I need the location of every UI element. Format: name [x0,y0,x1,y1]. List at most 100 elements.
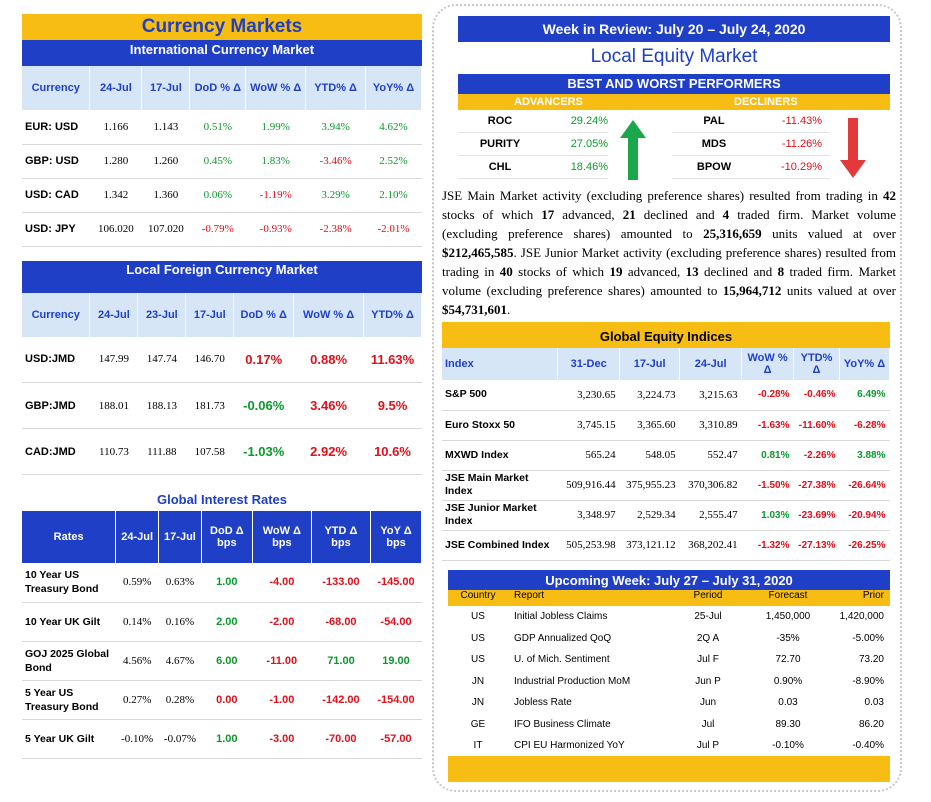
paragraph-text: advanced, [554,207,623,222]
market-activity-paragraph: JSE Main Market activity (excluding pref… [442,186,896,319]
stat-value: 25,316,659 [703,226,762,241]
table-cell: 6.00 [201,641,253,681]
table-cell: -54.00 [370,602,422,642]
paragraph-text: units valued at over [761,226,897,241]
table-row: 5 Year US Treasury Bond 0.27% 0.28% 0.00 -1.… [22,680,422,720]
table-cell: 565.24 [557,440,620,471]
table-cell: 1.00 [201,719,253,759]
table-cell: MXWD Index [442,440,558,471]
decliners-list: PAL -11.43% MDS -11.26% BPOW -10.29% [672,110,830,179]
report-period: 25-Jul [694,611,722,623]
table-cell: 2.10% [365,178,422,213]
table-cell: -26.25% [839,530,890,561]
table-cell: -1.63% [741,410,794,441]
col-header: 17-Jul [185,292,235,337]
paragraph-text: traded firm. Market volume (excluding pr… [442,264,896,298]
table-cell: 0.00 [201,680,253,720]
table-cell: -145.00 [370,563,422,603]
col-header: 24-Jul [679,348,743,380]
list-item: JN Industrial Production MoM Jun P 0.90% -8.… [448,671,890,693]
stat-value: 8 [777,264,785,279]
table-cell: -11.00 [252,641,312,681]
table-cell: -1.00 [252,680,312,720]
table-cell: -0.10% [115,719,159,759]
report-name: Industrial Production MoM [514,675,631,687]
table-cell: -23.69% [793,500,840,531]
col-header: 24-Jul [89,292,139,337]
table-cell: 10.6% [363,428,422,475]
table-row: Euro Stoxx 50 3,745.15 3,365.60 3,310.89 -1.… [442,410,890,441]
report-period: Jul F [697,654,719,666]
table-cell: 5 Year US Treasury Bond [22,680,116,720]
col-header: YoY Δ bps [370,511,422,563]
stat-value: 4 [722,207,730,222]
prior-value: 73.20 [858,654,884,666]
col-header: DoD Δ bps [201,511,253,563]
stat-value: 17 [541,207,555,222]
table-cell: -0.06% [233,382,294,429]
country-code: IT [473,740,483,752]
col-header: Period [693,590,723,601]
paragraph-text: declined and [698,264,778,279]
table-row: GOJ 2025 Global Bond 4.56% 4.67% 6.00 -11.00… [22,641,422,681]
prior-value: 0.03 [864,697,884,709]
forecast-value: -0.10% [772,740,804,752]
percent-change: 29.24% [570,115,608,127]
table-cell: -0.93% [245,212,306,247]
list-item: US U. of Mich. Sentiment Jul F 72.70 73.20 [448,649,890,671]
advancers-label: ADVANCERS [514,96,583,108]
week-review-title: Week in Review: July 20 – July 24, 2020 [458,16,890,42]
percent-change: 18.46% [570,161,608,173]
paragraph-text: . [507,302,511,317]
table-cell: -133.00 [311,563,371,603]
table-cell: 368,202.41 [679,530,742,561]
col-header: 23-Jul [137,292,187,337]
table-cell: -2.01% [365,212,422,247]
table-cell: 3,230.65 [557,380,620,411]
table-row: USD: CAD 1.342 1.360 0.06% -1.19% 3.29% 2.10% [22,178,422,213]
table-cell: 1.360 [141,178,190,213]
col-header: Forecast [768,590,808,601]
table-cell: CAD:JMD [22,428,90,475]
ticker-label: PAL [703,115,725,127]
stat-value: 21 [622,207,636,222]
table-cell: 1.83% [245,144,306,179]
col-header: YTD% Δ [305,66,367,110]
table-cell: -20.94% [839,500,890,531]
table-cell: 3.88% [839,440,890,471]
table-cell: -6.28% [839,410,890,441]
col-header: Report [514,590,545,601]
table-row: 5 Year UK Gilt -0.10% -0.07% 1.00 -3.00 -70.0… [22,719,422,759]
table-row: GBP:JMD 188.01 188.13 181.73 -0.06% 3.46% 9.5% [22,382,422,429]
table-cell: USD: CAD [22,178,90,213]
table-cell: -0.46% [793,380,840,411]
table-row: JSE Combined Index 505,253.98 373,121.12 36… [442,530,890,561]
table-cell: Euro Stoxx 50 [442,410,558,441]
table-cell: 3,224.73 [619,380,680,411]
table-row: S&P 500 3,230.65 3,224.73 3,215.63 -0.28% -0.… [442,380,890,411]
col-header: 24-Jul [89,66,143,110]
stat-value: 40 [499,264,513,279]
table-cell: 107.020 [141,212,190,247]
table-cell: USD: JPY [22,212,90,247]
table-cell: -3.00 [252,719,312,759]
table-cell: 0.28% [158,680,202,720]
intl-header-row: Currency 24-Jul 17-Jul DoD % Δ WoW % Δ Y… [22,66,422,110]
table-cell: 373,121.12 [619,530,680,561]
percent-change: -10.29% [781,161,822,173]
col-header: Currency [22,292,91,337]
table-cell: 9.5% [363,382,422,429]
col-header: YTD% Δ [363,292,422,337]
col-header: YoY% Δ [365,66,422,110]
global-equity-section: Global Equity Indices Index 31-Dec 17-Ju… [442,322,890,561]
table-cell: EUR: USD [22,110,90,145]
report-period: 2Q A [696,632,720,644]
prior-value: -5.00% [852,632,884,644]
table-cell: GBP:JMD [22,382,90,429]
table-row: JSE Main Market Index 509,916.44 375,955.2… [442,470,890,501]
decliners-label: DECLINERS [734,96,798,108]
table-cell: 188.01 [89,382,138,429]
upcoming-week-title: Upcoming Week: July 27 – July 31, 2020 [448,570,890,590]
country-code: US [471,611,485,623]
table-cell: 111.88 [137,428,186,475]
